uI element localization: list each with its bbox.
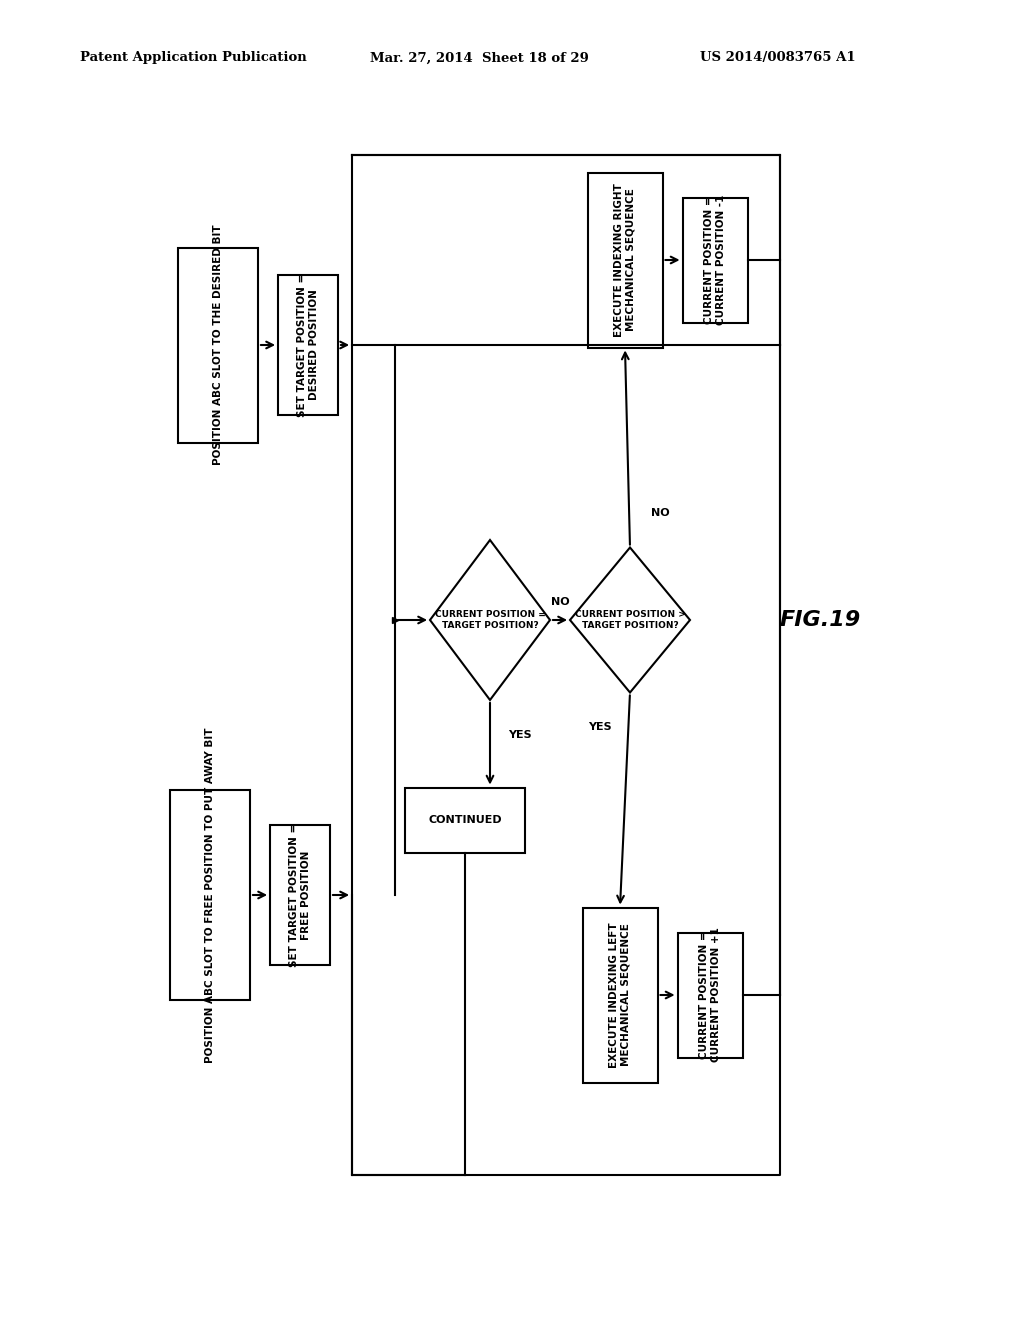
Text: CURRENT POSITION =
CURRENT POSITION +1: CURRENT POSITION = CURRENT POSITION +1 [699,928,721,1063]
Bar [270,825,330,965]
Bar [406,788,525,853]
Bar [583,908,657,1082]
Text: NO: NO [650,507,670,517]
Text: POSITION ABC SLOT TO FREE POSITION TO PUT AWAY BIT: POSITION ABC SLOT TO FREE POSITION TO PU… [205,727,215,1063]
Text: NO: NO [551,597,569,607]
Text: CURRENT POSITION >
TARGET POSITION?: CURRENT POSITION > TARGET POSITION? [574,610,685,630]
Text: FIG.19: FIG.19 [779,610,860,630]
Text: EXECUTE INDEXING LEFT
MECHANICAL SEQUENCE: EXECUTE INDEXING LEFT MECHANICAL SEQUENC… [609,923,631,1068]
Text: CURRENT POSITION =
CURRENT POSITION -1: CURRENT POSITION = CURRENT POSITION -1 [705,195,726,325]
Text: YES: YES [508,730,531,741]
Text: CONTINUED: CONTINUED [428,814,502,825]
Text: SET TARGET POSITION =
DESIRED POSITION: SET TARGET POSITION = DESIRED POSITION [297,273,318,417]
Text: POSITION ABC SLOT TO THE DESIRED BIT: POSITION ABC SLOT TO THE DESIRED BIT [213,224,223,466]
Bar [683,198,748,322]
Polygon shape [570,548,690,693]
Text: Patent Application Publication: Patent Application Publication [80,51,307,65]
Text: Mar. 27, 2014  Sheet 18 of 29: Mar. 27, 2014 Sheet 18 of 29 [370,51,589,65]
Text: YES: YES [588,722,611,733]
Text: SET TARGET POSITION =
FREE POSITION: SET TARGET POSITION = FREE POSITION [289,824,311,966]
Bar [678,932,742,1057]
Bar [278,275,338,414]
Bar [170,789,250,1001]
Text: CURRENT POSITION =
TARGET POSITION?: CURRENT POSITION = TARGET POSITION? [434,610,546,630]
Polygon shape [430,540,550,700]
Bar [588,173,663,347]
Text: EXECUTE INDEXING RIGHT
MECHANICAL SEQUENCE: EXECUTE INDEXING RIGHT MECHANICAL SEQUEN… [614,183,636,337]
Text: US 2014/0083765 A1: US 2014/0083765 A1 [700,51,856,65]
Bar [178,248,258,442]
